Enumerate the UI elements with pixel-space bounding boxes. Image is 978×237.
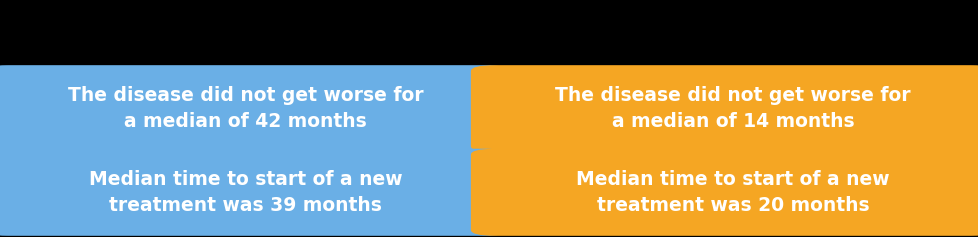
FancyBboxPatch shape	[470, 65, 978, 152]
FancyBboxPatch shape	[0, 65, 508, 152]
Text: The disease did not get worse for
a median of 42 months: The disease did not get worse for a medi…	[67, 86, 423, 132]
Text: Median time to start of a new
treatment was 39 months: Median time to start of a new treatment …	[89, 169, 402, 215]
FancyBboxPatch shape	[470, 149, 978, 236]
Text: The disease did not get worse for
a median of 14 months: The disease did not get worse for a medi…	[555, 86, 911, 132]
Text: Median time to start of a new
treatment was 20 months: Median time to start of a new treatment …	[576, 169, 889, 215]
FancyBboxPatch shape	[0, 149, 508, 236]
